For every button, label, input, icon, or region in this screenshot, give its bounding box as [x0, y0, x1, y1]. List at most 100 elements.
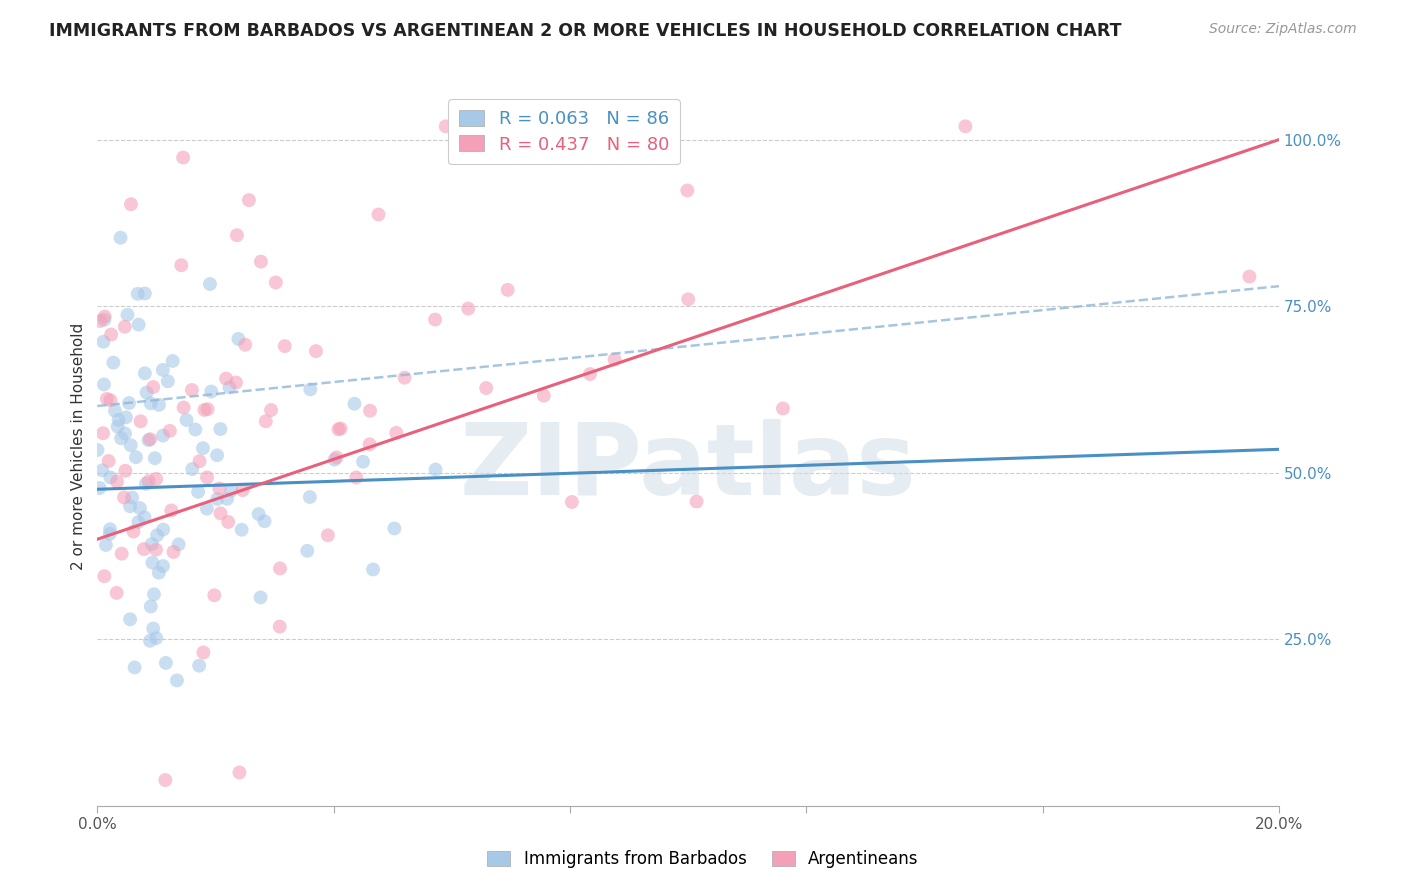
Point: [155, 772, 177, 787]
Point: [475, 381, 498, 395]
Point: [269, 561, 291, 575]
Point: [117, 308, 139, 322]
Point: [146, 528, 169, 542]
Point: [115, 410, 138, 425]
Point: [143, 451, 166, 466]
Point: [221, 483, 243, 498]
Point: [297, 544, 319, 558]
Point: [325, 450, 347, 465]
Point: [533, 389, 555, 403]
Point: [159, 424, 181, 438]
Point: [359, 437, 381, 451]
Point: [217, 515, 239, 529]
Point: [361, 562, 384, 576]
Point: [316, 528, 339, 542]
Y-axis label: 2 or more Vehicles in Household: 2 or more Vehicles in Household: [72, 322, 86, 570]
Text: IMMIGRANTS FROM BARBADOS VS ARGENTINEAN 2 OR MORE VEHICLES IN HOUSEHOLD CORRELAT: IMMIGRANTS FROM BARBADOS VS ARGENTINEAN …: [49, 22, 1122, 40]
Point: [114, 319, 136, 334]
Point: [249, 591, 271, 605]
Point: [184, 423, 207, 437]
Point: [142, 622, 165, 636]
Point: [107, 419, 129, 434]
Text: ZIPatlas: ZIPatlas: [460, 419, 917, 516]
Point: [423, 312, 446, 326]
Point: [457, 301, 479, 316]
Point: [89, 314, 111, 328]
Point: [323, 452, 346, 467]
Point: [200, 384, 222, 399]
Point: [344, 470, 367, 484]
Legend: R = 0.063   N = 86, R = 0.437   N = 80: R = 0.063 N = 86, R = 0.437 N = 80: [449, 99, 681, 164]
Point: [93, 334, 115, 349]
Point: [202, 588, 225, 602]
Point: [207, 491, 229, 506]
Point: [127, 515, 149, 529]
Point: [172, 151, 194, 165]
Point: [162, 354, 184, 368]
Point: [228, 765, 250, 780]
Point: [103, 355, 125, 369]
Point: [141, 537, 163, 551]
Point: [97, 454, 120, 468]
Point: [134, 366, 156, 380]
Point: [250, 254, 273, 268]
Point: [561, 495, 583, 509]
Point: [100, 470, 122, 484]
Point: [91, 463, 114, 477]
Point: [139, 396, 162, 410]
Point: [170, 258, 193, 272]
Point: [367, 207, 389, 221]
Point: [94, 538, 117, 552]
Point: [120, 612, 142, 626]
Point: [352, 455, 374, 469]
Point: [226, 228, 249, 243]
Point: [269, 619, 291, 633]
Point: [676, 293, 699, 307]
Point: [145, 542, 167, 557]
Point: [124, 660, 146, 674]
Point: [148, 566, 170, 580]
Point: [98, 522, 121, 536]
Point: [209, 422, 232, 436]
Point: [156, 374, 179, 388]
Point: [100, 393, 122, 408]
Point: [98, 526, 121, 541]
Point: [152, 428, 174, 442]
Point: [93, 569, 115, 583]
Point: [772, 401, 794, 416]
Point: [274, 339, 297, 353]
Point: [180, 383, 202, 397]
Point: [676, 184, 699, 198]
Point: [187, 484, 209, 499]
Point: [93, 377, 115, 392]
Point: [225, 376, 247, 390]
Point: [343, 397, 366, 411]
Point: [139, 599, 162, 614]
Point: [218, 380, 240, 394]
Point: [173, 401, 195, 415]
Point: [111, 547, 134, 561]
Point: [139, 432, 162, 446]
Point: [128, 501, 150, 516]
Point: [233, 337, 256, 351]
Point: [231, 523, 253, 537]
Point: [228, 332, 250, 346]
Point: [217, 491, 239, 506]
Point: [198, 277, 221, 291]
Point: [1239, 269, 1261, 284]
Point: [89, 481, 111, 495]
Point: [139, 633, 162, 648]
Point: [152, 363, 174, 377]
Point: [120, 438, 142, 452]
Point: [254, 414, 277, 428]
Point: [176, 413, 198, 427]
Point: [328, 422, 350, 436]
Point: [127, 286, 149, 301]
Point: [195, 501, 218, 516]
Point: [329, 421, 352, 435]
Point: [385, 425, 408, 440]
Point: [188, 454, 211, 468]
Point: [155, 656, 177, 670]
Point: [91, 426, 114, 441]
Point: [114, 464, 136, 478]
